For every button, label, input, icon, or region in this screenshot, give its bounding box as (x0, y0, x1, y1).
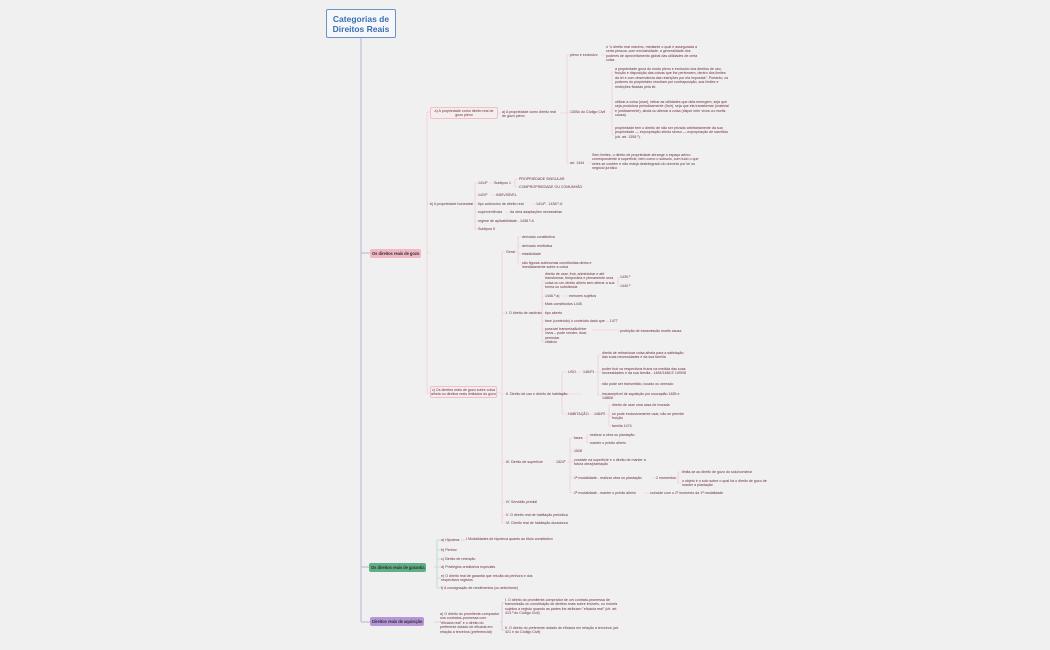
node[interactable]: a) Hipoteca (441, 538, 460, 542)
node[interactable]: face (conteúdo) o conteúdo dado que ... … (545, 319, 618, 323)
node[interactable]: propriedade tem o direito de não ser pri… (615, 126, 729, 139)
node[interactable]: INDIVISÍVEL (496, 193, 517, 197)
node[interactable]: COMPROPRIEDADE OU COMUNHÃO (519, 185, 583, 189)
node[interactable]: tipo autónomo de direito real (478, 202, 524, 206)
node[interactable]: insusceptível de aquisição por usucapião… (602, 392, 680, 401)
node[interactable]: V. O direito real de habitação periódica (506, 513, 568, 517)
node[interactable]: o objeto é o solo sobre o qual há o dire… (682, 479, 767, 488)
node[interactable]: Geral (506, 250, 515, 254)
superficie-node[interactable]: III. Direito de superfície (506, 460, 543, 464)
node[interactable]: 2 momentos (656, 476, 676, 480)
node[interactable]: menores sujeitos (569, 294, 597, 298)
node[interactable]: USO (568, 370, 576, 374)
propriedade-horizontal-node[interactable]: b) A propriedade horizontal (430, 202, 473, 206)
node[interactable]: poder fruir os respectivos frutos na med… (602, 367, 686, 376)
node[interactable]: e) O direito real de garantia que result… (441, 574, 533, 583)
node[interactable]: Subtipos 1 (494, 181, 511, 185)
node[interactable]: possível transmissão/inter vivos – pode … (545, 327, 587, 340)
node[interactable]: I. O direito do promitente-comprador de … (505, 598, 618, 616)
node[interactable]: 1446.º a) (545, 294, 560, 298)
node[interactable]: coincide com o 2º momento da 1ª modalida… (650, 491, 724, 495)
node[interactable]: família 1474 (612, 424, 632, 428)
node[interactable]: a propriedade goza do modo pleno e exclu… (615, 67, 729, 89)
node[interactable]: pleno e exclusivo (570, 53, 598, 57)
node[interactable]: 1420º (478, 193, 488, 197)
node[interactable]: 1524º (556, 460, 566, 464)
node[interactable]: manter o prédio alheio (590, 441, 626, 445)
node[interactable]: consiste na superfície e o direito de ma… (574, 458, 646, 467)
node[interactable]: d) Privilégios creditórios especiais (441, 565, 496, 569)
node[interactable]: 1414º - 1438.º-A (536, 202, 563, 206)
node[interactable]: 2ª modalidade - manter o prédio alheio (574, 491, 636, 495)
node[interactable]: proibição de transmissão mortis causa (620, 329, 682, 333)
aquisicao-node[interactable]: Direitos reais de aquisição (370, 617, 425, 626)
node[interactable]: são figuras autónomas constituídas diret… (522, 261, 592, 270)
node[interactable]: 1305o do Código Civil (570, 110, 606, 114)
node[interactable]: Subtipos II (478, 227, 495, 231)
node[interactable]: superveniência (478, 210, 503, 214)
gozo-node[interactable]: Os direitos reais de gozo (370, 249, 422, 258)
node[interactable]: derivado restitutiva (522, 244, 553, 248)
garantia-node[interactable]: Os direitos reais de garantia (369, 563, 427, 572)
node[interactable]: vitalício (545, 340, 557, 344)
node[interactable]: direito de retirar/usar coisa alheia par… (602, 351, 684, 360)
node[interactable]: tipo aberto (545, 311, 562, 315)
node[interactable]: não pode ser transmitido, locado ou oner… (602, 382, 674, 386)
node[interactable]: VI. Direito real de habitação duradoura (506, 521, 568, 525)
node[interactable]: f) A consignação de rendimentos (ou anti… (441, 586, 519, 590)
node[interactable]: só pode exclusivamente usar, não se perm… (612, 412, 685, 421)
node[interactable]: fases (574, 436, 583, 440)
node[interactable]: HABITAÇÃO (568, 412, 589, 416)
node[interactable]: elasticidade (522, 252, 541, 256)
node[interactable]: 1414º (478, 181, 488, 185)
node[interactable]: direito de usar, fruir, administrar e at… (545, 272, 615, 290)
node[interactable]: art. 1344 (570, 161, 585, 165)
propriedade-plena-node[interactable]: a) A propriedade como direito real de go… (430, 107, 498, 120)
node[interactable]: 1528 (574, 449, 582, 453)
node[interactable]: 1484º1 (583, 370, 595, 374)
node[interactable]: II. O direito do preferente dotado de ef… (505, 626, 620, 635)
uso-habitacao-node[interactable]: II. Direito de uso e direito de habitaçã… (506, 392, 568, 396)
node[interactable]: PROPRIEDADE SINGULAR (519, 177, 565, 181)
root-node[interactable]: Categorias de Direitos Reais (326, 9, 396, 38)
node[interactable]: limita-se ao direito de gozo do solo/con… (682, 470, 753, 474)
node[interactable]: a) A propriedade como direito real de go… (502, 110, 556, 119)
node[interactable]: o "o direito real máximo, mediante o qua… (606, 45, 698, 63)
node[interactable]: a) O direito do promitente-comprador nos… (440, 612, 500, 634)
node[interactable]: da obra adaptações necessárias (510, 210, 562, 214)
direitos-limitados-node[interactable]: c) Os direitos reais de gozo sobre coisa… (430, 386, 497, 399)
node[interactable]: b) Penhor (441, 548, 457, 552)
node[interactable]: realizar a obra ou plantação (590, 433, 635, 437)
node[interactable]: direito de usar uma casa de morada (612, 403, 670, 407)
node[interactable]: c) Direito de retenção (441, 557, 476, 561)
node[interactable]: 1440.º (620, 284, 631, 288)
node[interactable]: I Modalidades de hipoteca quanto ao títu… (466, 537, 553, 541)
node[interactable]: 1484º2 (594, 412, 606, 416)
node[interactable]: Mais constituídos 1445 (545, 302, 582, 306)
node[interactable]: 1439.º (620, 275, 631, 279)
node[interactable]: IV. Servidão predial (506, 500, 538, 504)
node[interactable]: regime de aplicabilidade - 1438.º-A (478, 219, 534, 223)
usufruto-node[interactable]: I. O direito de usufruto (506, 311, 542, 315)
node[interactable]: derivado constitutiva (522, 235, 555, 239)
node[interactable]: Sem limites, o direito de propriedade ab… (592, 153, 699, 171)
node[interactable]: utilizar a coisa (usar), retirar as util… (615, 100, 729, 118)
node[interactable]: 1ª modalidade - realizar obra ou plantaç… (574, 476, 642, 480)
